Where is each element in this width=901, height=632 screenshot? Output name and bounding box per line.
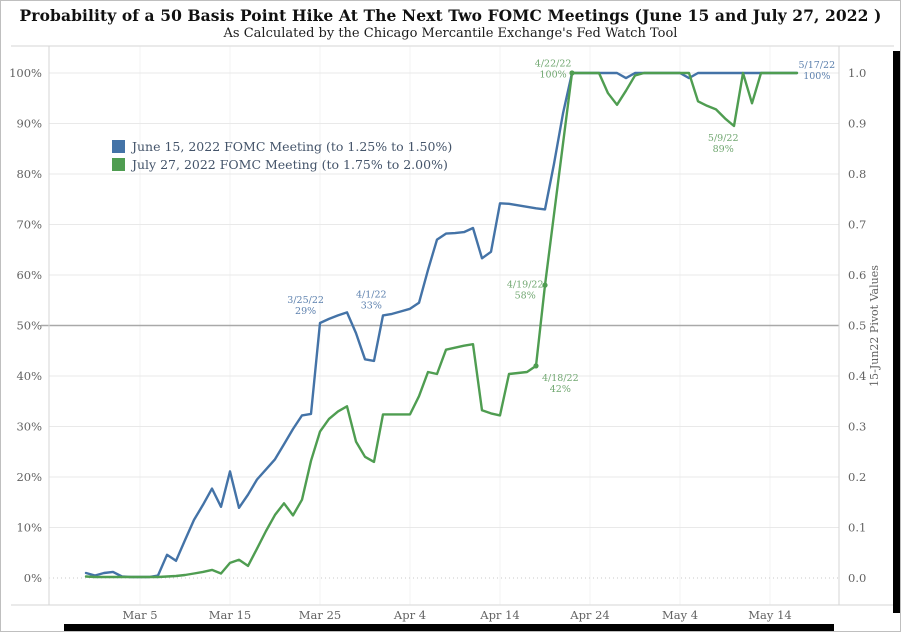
- right-axis-tick-label: 1.0: [848, 66, 866, 80]
- left-axis-tick-label: 90%: [16, 117, 42, 131]
- x-axis-tick-label: Apr 24: [569, 608, 609, 622]
- x-axis-tick-label: Apr 4: [393, 608, 426, 622]
- july-meeting-line: [84, 71, 799, 579]
- right-axis-tick-label: 0.2: [848, 470, 866, 484]
- chart-subtitle: As Calculated by the Chicago Mercantile …: [223, 26, 678, 41]
- data-point-marker: [533, 363, 539, 369]
- right-axis-tick-label: 0.4: [848, 369, 866, 383]
- x-axis-tick-label: Mar 15: [209, 608, 251, 622]
- annotation: 4/19/22 58%: [507, 280, 544, 302]
- left-axis-tick-label: 100%: [9, 66, 42, 80]
- legend-label-june: June 15, 2022 FOMC Meeting (to 1.25% to …: [132, 139, 453, 154]
- right-axis-tick-label: 0.0: [848, 571, 866, 585]
- right-axis-tick-label: 0.6: [848, 268, 866, 282]
- right-axis-tick-label: 0.9: [848, 117, 866, 131]
- chart-title: Probability of a 50 Basis Point Hike At …: [19, 6, 882, 25]
- right-axis-title: 15-Jun22 Pivot Values: [868, 265, 881, 387]
- left-axis-tick-label: 60%: [16, 268, 42, 282]
- legend-item-june: June 15, 2022 FOMC Meeting (to 1.25% to …: [112, 139, 452, 154]
- legend-swatch-july: [112, 158, 125, 171]
- legend-swatch-june: [112, 140, 125, 153]
- bottom-border-bar: [64, 624, 834, 631]
- right-axis-tick-label: 0.1: [848, 521, 866, 535]
- right-axis-tick-label: 0.3: [848, 420, 866, 434]
- data-point-marker: [569, 70, 575, 76]
- left-axis-tick-label: 0%: [24, 571, 42, 585]
- x-axis-tick-label: May 4: [662, 608, 698, 622]
- legend-item-july: July 27, 2022 FOMC Meeting (to 1.75% to …: [112, 157, 452, 172]
- annotation: 4/1/22 33%: [356, 290, 387, 312]
- right-axis-tick-label: 0.7: [848, 218, 866, 232]
- left-axis-tick-label: 50%: [16, 319, 42, 333]
- data-point-marker: [542, 282, 548, 288]
- legend-label-july: July 27, 2022 FOMC Meeting (to 1.75% to …: [132, 157, 448, 172]
- left-axis-tick-label: 70%: [16, 218, 42, 232]
- legend: June 15, 2022 FOMC Meeting (to 1.25% to …: [112, 139, 452, 172]
- x-axis-tick-label: Apr 14: [479, 608, 519, 622]
- left-axis-tick-label: 80%: [16, 167, 42, 181]
- right-axis-tick-label: 0.5: [848, 319, 866, 333]
- left-axis-tick-label: 40%: [16, 369, 42, 383]
- left-axis-tick-label: 20%: [16, 470, 42, 484]
- annotation: 5/9/22 89%: [708, 133, 739, 155]
- x-axis-tick-label: May 14: [748, 608, 791, 622]
- x-axis-tick-label: Mar 25: [299, 608, 341, 622]
- left-axis-tick-label: 30%: [16, 420, 42, 434]
- annotation: 4/18/22 42%: [542, 373, 579, 395]
- right-axis-tick-label: 0.8: [848, 167, 866, 181]
- right-border-bar: [893, 51, 900, 613]
- left-axis-tick-label: 10%: [16, 521, 42, 535]
- annotation: 5/17/22 100%: [798, 60, 835, 82]
- x-axis-tick-label: Mar 5: [122, 608, 157, 622]
- annotation: 3/25/22 29%: [287, 295, 324, 317]
- annotation: 4/22/22 100%: [535, 58, 572, 80]
